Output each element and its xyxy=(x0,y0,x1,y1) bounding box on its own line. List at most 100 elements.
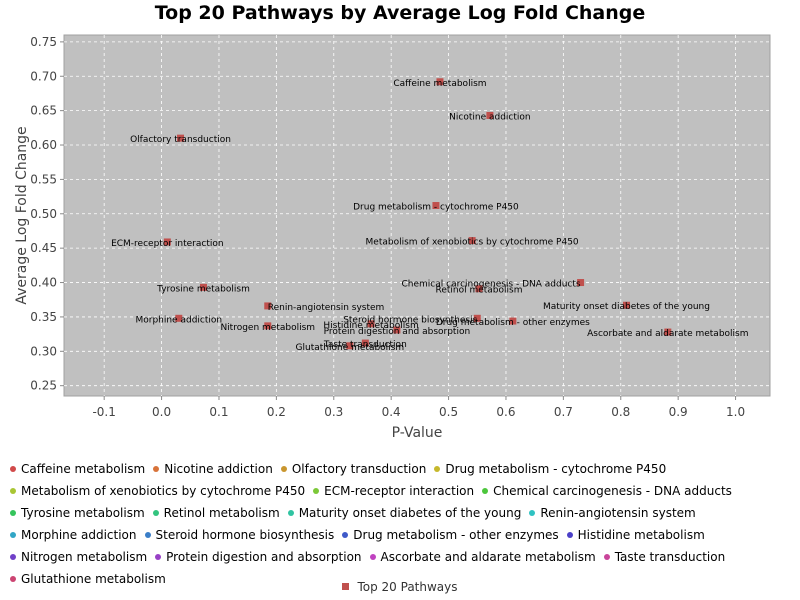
data-point xyxy=(664,328,672,336)
legend-item: Retinol metabolism xyxy=(152,502,280,524)
legend-dot-icon xyxy=(287,509,294,516)
data-point xyxy=(163,238,171,246)
axes: -0.1 0.0 0.1 0.2 0.3 0.4 0.5 0.6 0.7 0.8 0.9 1.0 0.2… xyxy=(30,35,745,419)
legend-label: Ascorbate and aldarate metabolism xyxy=(380,550,596,564)
legend-label: ECM-receptor interaction xyxy=(324,484,475,498)
y-tick-label: 0.25 xyxy=(30,379,57,393)
data-point xyxy=(475,285,483,293)
legend-dot-icon xyxy=(313,487,320,494)
x-tick-label: 0.1 xyxy=(209,405,228,419)
legend-item: Nicotine addiction xyxy=(153,458,273,480)
legend-label: Drug metabolism - cytochrome P450 xyxy=(445,462,667,476)
legend-label: Drug metabolism - other enzymes xyxy=(353,528,559,542)
legend-item: Renin-angiotensin system xyxy=(529,502,696,524)
grid-lines xyxy=(64,35,770,396)
data-point xyxy=(361,339,369,347)
y-tick-label: 0.65 xyxy=(30,104,57,118)
legend-item: Tyrosine metabolism xyxy=(10,502,145,524)
data-point xyxy=(509,317,517,325)
y-tick-label: 0.55 xyxy=(30,172,57,186)
legend-label: Maturity onset diabetes of the young xyxy=(298,506,522,520)
x-tick-label: 1.0 xyxy=(726,405,745,419)
x-tick-label: 0.2 xyxy=(267,405,286,419)
legend-dot-icon xyxy=(603,553,610,560)
y-tick-label: 0.60 xyxy=(30,138,57,152)
x-tick-label: 0.0 xyxy=(152,405,171,419)
data-label: Tyrosine metabolism xyxy=(156,284,250,294)
legend-item: ECM-receptor interaction xyxy=(313,480,474,502)
data-point xyxy=(175,314,183,322)
data-point xyxy=(577,279,585,287)
legend-item: Chemical carcinogenesis - DNA adducts xyxy=(482,480,732,502)
scatter-plot: -0.1 0.0 0.1 0.2 0.3 0.4 0.5 0.6 0.7 0.8 0.9 1.0 0.2… xyxy=(14,34,771,441)
x-tick-label: 0.7 xyxy=(554,405,573,419)
data-point xyxy=(623,301,631,309)
legend-item: Morphine addiction xyxy=(10,524,137,546)
legend-dot-icon xyxy=(10,487,16,494)
data-label: Maturity onset diabetes of the young xyxy=(543,302,710,312)
data-point xyxy=(367,320,375,328)
data-label: Morphine addiction xyxy=(135,315,222,325)
legend-item: Steroid hormone biosynthesis xyxy=(144,524,334,546)
data-point xyxy=(486,111,494,119)
legend-label: Taste transduction xyxy=(614,550,726,564)
y-tick-label: 0.50 xyxy=(30,207,57,221)
x-tick-label: 0.4 xyxy=(382,405,401,419)
legend-label: Protein digestion and absorption xyxy=(166,550,362,564)
legend-dot-icon xyxy=(566,531,573,538)
legend-item: Drug metabolism - cytochrome P450 xyxy=(434,458,666,480)
legend-dot-icon xyxy=(10,465,16,472)
legend-dot-icon xyxy=(342,531,349,538)
legend-label: Morphine addiction xyxy=(21,528,137,542)
data-label: Retinol metabolism xyxy=(435,286,522,296)
data-label: Renin-angiotensin system xyxy=(268,303,385,313)
series-swatch-icon xyxy=(342,583,350,590)
legend-item: Taste transduction xyxy=(603,546,726,568)
legend-label: Chemical carcinogenesis - DNA adducts xyxy=(493,484,732,498)
pathway-legend: Caffeine metabolism Nicotine addiction Olf… xyxy=(10,458,790,590)
data-point xyxy=(264,302,272,310)
x-tick-label: 0.6 xyxy=(496,405,515,419)
legend-item: Metabolism of xenobiotics by cytochrome … xyxy=(10,480,305,502)
legend-item: Histidine metabolism xyxy=(566,524,705,546)
legend-dot-icon xyxy=(280,465,287,472)
series-legend-label: Top 20 Pathways xyxy=(357,580,458,594)
data-label: Steroid hormone biosynthesis xyxy=(343,315,477,325)
data-label: Ascorbate and aldarate metabolism xyxy=(587,329,748,339)
data-labels: Caffeine metabolism Nicotine addiction Olf… xyxy=(111,79,748,353)
legend-label: Renin-angiotensin system xyxy=(540,506,696,520)
y-tick-label: 0.45 xyxy=(30,241,57,255)
legend-item: Ascorbate and aldarate metabolism xyxy=(369,546,596,568)
y-tick-label: 0.35 xyxy=(30,310,57,324)
data-point xyxy=(393,326,401,334)
data-point xyxy=(346,342,354,350)
legend-dot-icon xyxy=(10,509,16,516)
data-label: Protein digestion and absorption xyxy=(324,327,471,337)
y-tick-label: 0.30 xyxy=(30,344,57,358)
legend-item: Maturity onset diabetes of the young xyxy=(287,502,522,524)
data-label: ECM-receptor interaction xyxy=(111,239,224,249)
legend-dot-icon xyxy=(153,465,160,472)
data-points xyxy=(163,78,672,350)
y-tick-label: 0.75 xyxy=(30,35,57,49)
legend-label: Glutathione metabolism xyxy=(21,572,166,586)
legend-label: Tyrosine metabolism xyxy=(21,506,145,520)
x-tick-label: -0.1 xyxy=(92,405,115,419)
data-point xyxy=(468,237,476,245)
data-label: Chemical carcinogenesis - DNA adducts xyxy=(402,280,581,290)
legend-label: Nitrogen metabolism xyxy=(21,550,148,564)
x-tick-label: 0.9 xyxy=(669,405,688,419)
data-point xyxy=(199,283,207,291)
legend-label: Retinol metabolism xyxy=(163,506,280,520)
data-point xyxy=(264,322,272,330)
data-label: Histidine metabolism xyxy=(323,321,418,331)
y-tick-label: 0.40 xyxy=(30,276,57,290)
legend-dot-icon xyxy=(10,531,16,538)
data-point xyxy=(436,78,444,86)
series-legend: Top 20 Pathways xyxy=(0,580,800,594)
legend-item: Drug metabolism - other enzymes xyxy=(342,524,559,546)
legend-dot-icon xyxy=(529,509,536,516)
legend-label: Histidine metabolism xyxy=(577,528,705,542)
legend-item: Caffeine metabolism xyxy=(10,458,145,480)
data-point xyxy=(177,134,185,142)
